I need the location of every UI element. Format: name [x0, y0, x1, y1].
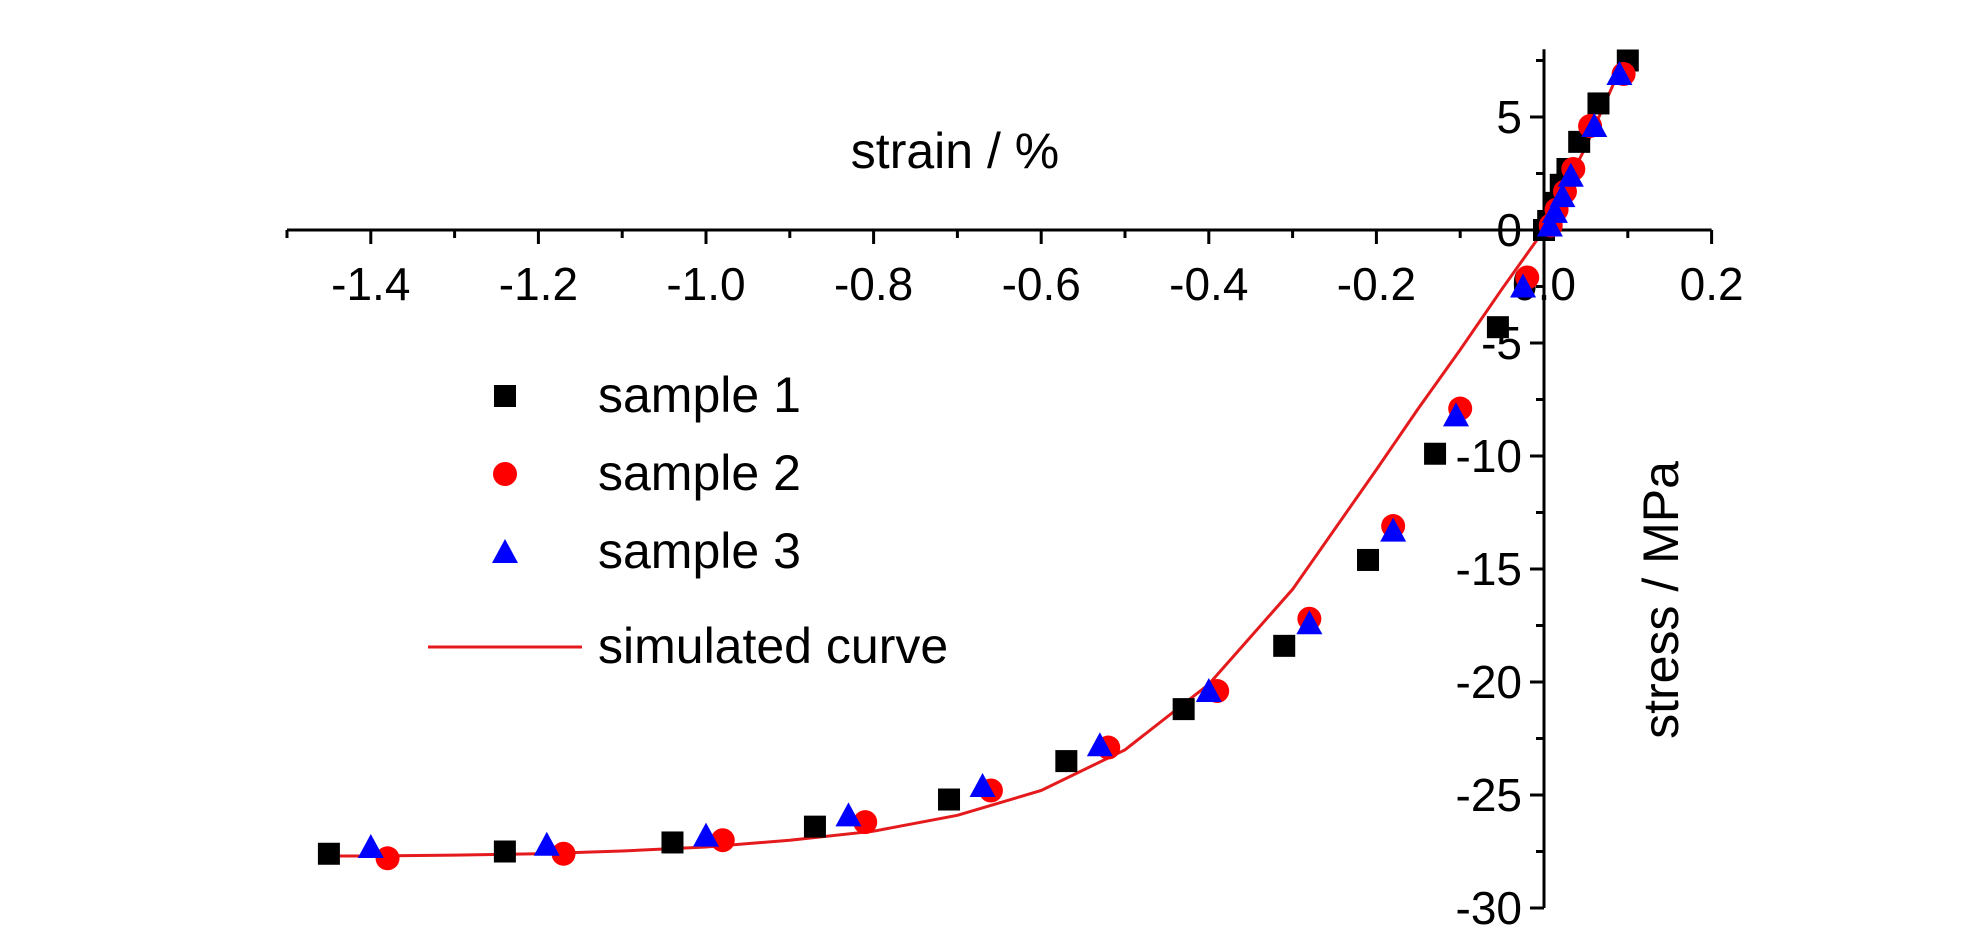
sample-3-point [1541, 198, 1568, 223]
sample-3-point [1296, 610, 1323, 635]
x-tick-label: -0.2 [1337, 258, 1416, 310]
sample-1-point [1424, 442, 1447, 465]
x-axis-title: strain / % [851, 123, 1059, 179]
sample-1-point [493, 840, 516, 863]
sample-1-point [1172, 698, 1195, 721]
sample-2-point [853, 810, 878, 835]
x-tick-label: -1.2 [499, 258, 578, 310]
sample-3-point [357, 833, 384, 858]
sample-1-point [661, 831, 684, 854]
sample-1-point [1357, 548, 1380, 571]
y-tick-label: -15 [1456, 543, 1522, 595]
sample-1-point [317, 842, 340, 865]
y-tick-label: -25 [1456, 769, 1522, 821]
sample-1-point [1486, 316, 1509, 339]
sample-1-point [1587, 92, 1610, 115]
x-tick-label: -0.4 [1169, 258, 1248, 310]
x-tick-label: 0.2 [1680, 258, 1744, 310]
sample-3-point [1443, 402, 1470, 427]
data-markers-layer [317, 49, 1639, 871]
sample-3-point [1557, 162, 1584, 187]
y-tick-label: -30 [1456, 882, 1522, 934]
x-tick-label: -0.8 [834, 258, 913, 310]
legend-label-sample-3: sample 3 [598, 523, 801, 579]
legend-swatch-sample-1 [494, 385, 516, 407]
sample-1-point [938, 788, 961, 811]
y-tick-label: -10 [1456, 430, 1522, 482]
sample-3-point [1606, 61, 1633, 86]
sample-3-point [1536, 212, 1563, 237]
sample-3-point [1086, 732, 1113, 757]
sample-3-point [693, 822, 719, 847]
sample-3-point [1380, 517, 1407, 542]
sample-2-point [375, 846, 400, 871]
legend-label-sample-2: sample 2 [598, 445, 801, 501]
x-tick-label: -0.6 [1002, 258, 1081, 310]
axes: -1.4 -1.2 -1.0 -0.8 -0.6 -0.4 -0.2 0.0 0.250-5-1… [285, 49, 1744, 934]
y-tick-label: -20 [1456, 656, 1522, 708]
legend-swatch-sample-3 [492, 539, 518, 563]
sample-3-point [969, 772, 996, 797]
y-axis-title: stress / MPa [1633, 461, 1689, 739]
sample-3-point [1549, 183, 1576, 208]
sample-3-point [1195, 678, 1222, 703]
legend: sample 1 sample 2 sample 3 simulated curve [428, 367, 948, 674]
sample-3-point [1581, 113, 1608, 138]
legend-swatch-sample-2 [493, 462, 517, 486]
legend-label-simulated-curve: simulated curve [598, 618, 948, 674]
sample-1-point [1273, 634, 1296, 657]
sample-3-point [835, 802, 862, 827]
x-tick-label: -1.4 [331, 258, 410, 310]
sample-3-point [1510, 273, 1537, 298]
x-tick-label: -1.0 [666, 258, 745, 310]
sample-1-point [803, 815, 826, 838]
y-tick-label: 5 [1496, 91, 1522, 143]
sample-2-point [551, 841, 576, 866]
y-tick-label: 0 [1496, 204, 1522, 256]
legend-label-sample-1: sample 1 [598, 367, 801, 423]
sample-1-point [1055, 750, 1078, 773]
sample-3-point [533, 831, 560, 856]
